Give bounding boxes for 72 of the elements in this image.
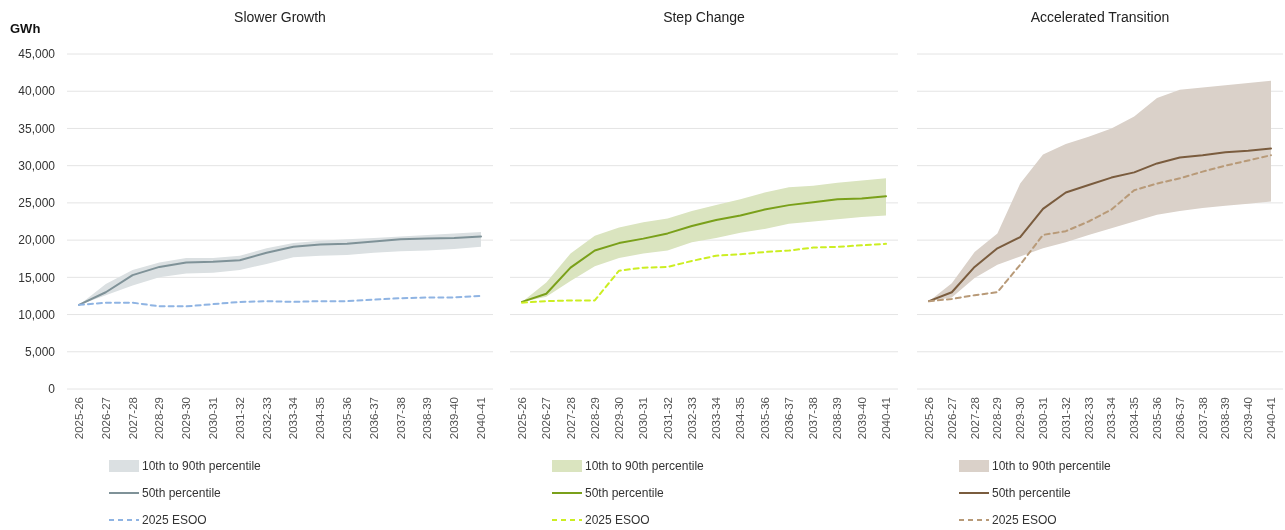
x-tick-label: 2039-40 [448,397,461,440]
x-tick-label: 2032-33 [685,397,698,440]
y-tick-label: 25,000 [18,196,56,211]
y-tick-label: 15,000 [18,270,56,285]
legend-label: 2025 ESOO [142,513,207,528]
x-tick-label: 2028-29 [153,397,166,440]
x-tick-label: 2033-34 [710,396,723,440]
x-tick-label: 2032-33 [260,397,273,440]
y-tick-label: 30,000 [18,158,56,173]
y-axis-title: GWh [10,21,41,36]
x-tick-label: 2039-40 [855,397,868,440]
x-tick-label: 2029-30 [180,397,193,440]
x-tick-label: 2040-41 [475,397,487,440]
y-tick-label: 45,000 [18,47,56,62]
legend-label: 2025 ESOO [992,513,1057,528]
x-tick-label: 2031-32 [233,397,246,440]
chart-title: Step Change [663,9,746,25]
legend-label: 50th percentile [585,486,665,501]
legend-label: 50th percentile [142,486,222,501]
x-tick-label: 2034-35 [734,397,747,440]
x-tick-label: 2037-38 [807,397,820,440]
x-tick-label: 2030-31 [207,397,219,440]
x-tick-label: 2026-27 [945,397,958,440]
x-tick-label: 2030-31 [637,397,650,440]
legend-label: 2025 ESOO [585,513,650,528]
text: 10th to 90th percentile [585,459,705,474]
x-tick-label: 2033-34 [1105,396,1118,440]
chart-title: Slower Growth [234,9,326,25]
x-tick-label: 2028-29 [991,397,1004,440]
x-tick-label: 2033-34 [287,396,300,440]
y-tick-label: 40,000 [18,84,56,99]
text: 10th to 90th percentile [992,459,1112,474]
x-tick-label: 2028-29 [588,397,601,440]
x-tick-label: 2035-36 [758,397,771,440]
x-tick-label: 2038-39 [421,397,434,440]
x-tick-label: 2038-39 [831,397,844,440]
y-tick-label: 0 [48,382,56,397]
x-tick-label: 2039-40 [1242,397,1255,440]
y-tick-label: 10,000 [18,307,56,322]
x-tick-label: 2035-36 [341,397,353,440]
x-tick-label: 2027-28 [126,397,139,440]
line-series [78,294,482,308]
x-tick-label: 2036-37 [1173,397,1186,440]
x-tick-label: 2031-32 [661,397,674,440]
x-tick-label: 2027-28 [968,397,981,440]
x-tick-label: 2026-27 [540,397,553,440]
x-tick-label: 2036-37 [782,397,795,440]
x-tick-label: 2025-26 [73,397,85,440]
text: 10th to 90th percentile [142,459,262,474]
x-tick-label: 2040-41 [880,397,892,440]
x-tick-label: 2034-35 [1128,397,1141,440]
legend-label: 50th percentile [992,486,1072,501]
y-tick-label: 20,000 [18,233,56,248]
x-tick-label: 2037-38 [1196,397,1209,440]
chart-title: Accelerated Transition [1030,9,1170,25]
x-tick-label: 2029-30 [1014,397,1027,440]
x-tick-label: 2025-26 [516,397,528,440]
x-tick-label: 2027-28 [564,397,577,440]
x-tick-label: 2036-37 [367,397,380,440]
x-tick-label: 2037-38 [394,397,407,440]
x-tick-label: 2031-32 [1059,397,1072,440]
x-tick-label: 2032-33 [1082,397,1095,440]
y-tick-label: 5,000 [24,344,56,359]
x-tick-label: 2029-30 [613,397,626,440]
x-tick-label: 2038-39 [1219,397,1232,440]
x-tick-label: 2026-27 [99,397,112,440]
x-tick-label: 2040-41 [1265,397,1277,440]
x-tick-label: 2035-36 [1151,397,1163,440]
y-tick-label: 35,000 [18,121,56,136]
x-tick-label: 2034-35 [314,397,327,440]
x-tick-label: 2025-26 [923,397,935,440]
x-tick-label: 2030-31 [1037,397,1049,440]
